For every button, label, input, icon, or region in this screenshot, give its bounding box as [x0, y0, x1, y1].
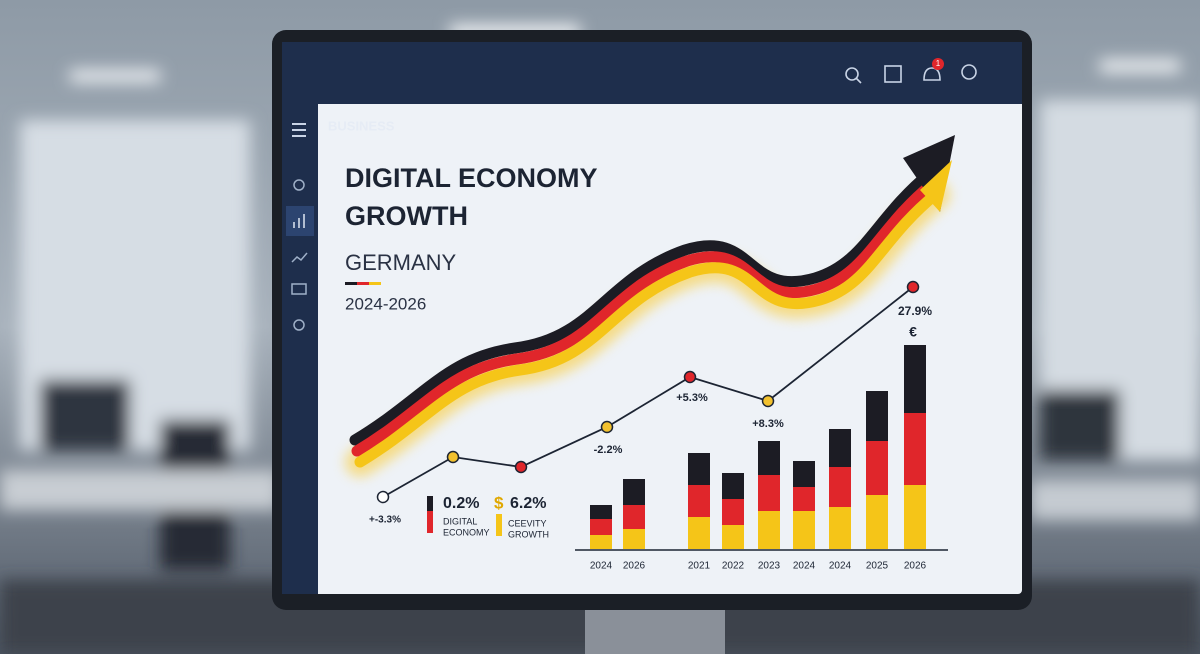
period: 2024-2026 — [345, 294, 426, 313]
trend-dot — [600, 420, 614, 434]
bar-segment — [793, 461, 815, 487]
x-tick-label: 2024 — [793, 561, 816, 572]
x-tick-label: 2026 — [623, 561, 646, 572]
x-tick-label: 2021 — [688, 561, 711, 572]
legend-value: 6.2% — [510, 495, 546, 512]
x-tick-label: 2023 — [758, 561, 781, 572]
top-bar — [282, 42, 1022, 104]
bar-segment — [793, 487, 815, 511]
annotation: -2.2% — [594, 444, 623, 456]
flag-underline — [345, 282, 381, 285]
search-icon[interactable] — [845, 67, 859, 81]
bar-segment — [722, 525, 744, 549]
bar-segment — [623, 529, 645, 549]
bar-segment — [688, 453, 710, 485]
bar-segment — [829, 507, 851, 549]
annotation: 27.9% — [898, 304, 932, 318]
bell-icon[interactable] — [923, 67, 941, 81]
bar-segment — [590, 505, 612, 519]
title-line: GROWTH — [345, 201, 468, 231]
nav-search[interactable] — [293, 179, 305, 191]
grid-icon[interactable] — [884, 65, 902, 83]
bar-segment — [623, 479, 645, 505]
trend-dot — [683, 370, 697, 384]
legend-value: 0.2% — [443, 495, 479, 512]
chart-marks: 2024 2026 2021 2022 2023 2024 2024 2025 2026 +-3.… — [369, 280, 932, 572]
trend-dot — [906, 280, 920, 294]
legend-swatch — [427, 496, 433, 511]
x-tick-label: 2025 — [866, 561, 889, 572]
legend-label: GROWTH — [508, 529, 549, 539]
trend-dot — [514, 460, 528, 474]
title-line: DIGITAL ECONOMY — [345, 163, 598, 193]
bar-segment — [590, 519, 612, 535]
bar-segment — [722, 473, 744, 499]
bar-segment — [758, 475, 780, 511]
nav-trend[interactable] — [291, 252, 308, 263]
trend-dot — [446, 450, 460, 464]
x-tick-label: 2024 — [829, 561, 852, 572]
bar-segment — [688, 517, 710, 549]
bar-segment — [590, 535, 612, 549]
bar-segment — [722, 499, 744, 525]
annotation: +5.3% — [676, 392, 708, 404]
bar-segment — [758, 511, 780, 549]
x-tick-label: 2022 — [722, 561, 745, 572]
trend-dot — [761, 394, 775, 408]
nav-settings[interactable] — [293, 319, 305, 331]
legend-swatch — [496, 514, 502, 536]
nav-wallet[interactable] — [291, 283, 307, 295]
menu-icon[interactable] — [292, 123, 306, 137]
bar-segment — [866, 495, 888, 549]
notification-badge — [932, 58, 944, 70]
x-tick-label: 2024 — [590, 561, 613, 572]
notification-count: 1 — [936, 59, 941, 68]
bar-segment — [793, 511, 815, 549]
bar-segment — [904, 413, 926, 485]
legend-label: CEEVITY — [508, 518, 547, 528]
sidebar — [282, 104, 318, 594]
legend-symbol: $ — [494, 493, 504, 512]
section-label: BUSINESS — [328, 118, 395, 133]
bar-segment — [866, 441, 888, 495]
annotation: +8.3% — [752, 418, 784, 430]
bar-segment — [904, 485, 926, 549]
settings-icon[interactable] — [961, 64, 977, 80]
subtitle: GERMANY — [345, 250, 457, 275]
bar-segment — [829, 467, 851, 507]
trend-dot — [376, 490, 390, 504]
toolbar-icons — [845, 64, 977, 84]
bar-segment — [623, 505, 645, 529]
annotation: € — [909, 324, 917, 340]
bar-segment — [904, 345, 926, 413]
legend-label: DIGITAL — [443, 516, 477, 526]
sidebar-icons — [286, 179, 314, 331]
bar-segment — [866, 391, 888, 441]
bar-segment — [829, 429, 851, 467]
nav-active[interactable] — [286, 206, 314, 236]
growth-arrow — [345, 135, 955, 477]
bar-segment — [758, 441, 780, 475]
bar-segment — [688, 485, 710, 517]
x-tick-label: 2026 — [904, 561, 927, 572]
legend-label: ECONOMY — [443, 527, 490, 537]
annotation: +-3.3% — [369, 515, 401, 526]
legend-swatch — [427, 511, 433, 533]
